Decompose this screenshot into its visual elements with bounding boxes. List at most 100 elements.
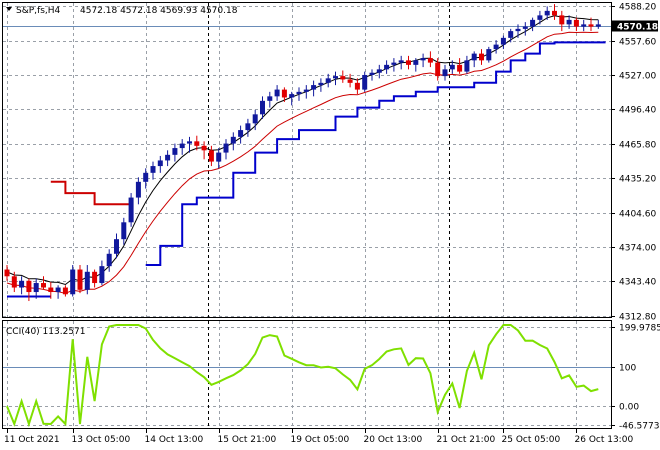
candle-body	[508, 31, 514, 38]
cci-series	[6, 324, 599, 428]
candle-body	[435, 62, 441, 77]
candle-body	[143, 172, 149, 182]
candle-body	[41, 283, 46, 288]
candle-body	[479, 53, 484, 61]
price-tick-label: 4527.00	[619, 72, 656, 82]
candle-body	[114, 239, 119, 254]
candle-body	[340, 76, 346, 80]
candle-body	[493, 44, 499, 50]
candle-body	[230, 136, 236, 144]
candle-body	[274, 89, 280, 97]
candle-body	[552, 10, 557, 16]
price-tick-label: 4557.60	[619, 38, 656, 48]
candle-body	[77, 269, 83, 290]
candle-body	[347, 79, 353, 83]
candle-body	[267, 96, 273, 101]
candle-body	[194, 141, 200, 146]
day-separators	[208, 3, 450, 428]
candle-body	[48, 287, 54, 293]
cci-tick-label: 199.9785	[619, 324, 660, 334]
time-tick-label: 14 Oct 13:00	[145, 435, 204, 445]
ohlc-values: 4572.18 4572.18 4569.93 4570.18	[80, 6, 238, 16]
candle-body	[289, 94, 295, 98]
collapse-triangle-icon[interactable]	[6, 7, 12, 11]
candle-body	[325, 78, 331, 83]
cci-grid	[3, 321, 611, 428]
time-tick-label: 13 Oct 05:00	[72, 435, 131, 445]
upper-envelope-line	[6, 15, 599, 286]
candle-body	[150, 166, 156, 173]
time-axis: 11 Oct 2021 13 Oct 05:00 14 Oct 13:00 15 Oc…	[4, 429, 633, 445]
candle-body	[500, 37, 506, 45]
cci-tick-label: 0.00	[619, 403, 639, 413]
time-tick-label: 20 Oct 13:00	[364, 435, 423, 445]
candle-body	[457, 64, 463, 72]
candle-body	[573, 19, 579, 27]
candle-body	[165, 154, 171, 161]
candle-body	[70, 269, 76, 295]
price-grid	[3, 3, 611, 317]
time-tick-label: 26 Oct 13:00	[575, 435, 634, 445]
candle-body	[522, 26, 528, 29]
candle-body	[4, 269, 10, 277]
price-tick-label: 4374.00	[619, 244, 656, 254]
candle-body	[99, 266, 105, 284]
candle-body	[252, 114, 258, 124]
candle-body	[449, 64, 455, 70]
lower-envelope-line	[6, 31, 599, 294]
candle-body	[260, 100, 265, 115]
candle-body	[464, 60, 470, 72]
time-tick-label: 15 Oct 21:00	[218, 435, 277, 445]
candle-body	[311, 85, 317, 90]
cci-axis: 199.9785 100 0.00 -46.5773	[611, 324, 660, 432]
candle-body	[106, 253, 112, 267]
candle-body	[362, 74, 368, 90]
candle-body	[238, 130, 244, 137]
candle-body	[84, 271, 90, 290]
candle-body	[26, 280, 32, 293]
price-tick-label: 4465.80	[619, 141, 656, 151]
candle-body	[11, 276, 17, 288]
candle-body	[398, 60, 404, 63]
candle-body	[544, 10, 550, 16]
candle-body	[121, 222, 127, 240]
candle-body	[208, 150, 214, 162]
cci-tick-label: 100	[619, 364, 636, 374]
time-tick-label: 19 Oct 05:00	[291, 435, 350, 445]
candle-body	[19, 280, 25, 288]
candle-body	[384, 64, 390, 70]
price-tick-label: 4343.40	[619, 278, 656, 288]
candle-body	[157, 160, 163, 167]
price-tick-label: 4312.80	[619, 313, 656, 323]
candle-body	[172, 148, 178, 155]
candle-body	[135, 181, 141, 198]
candle-body	[303, 89, 309, 92]
candle-body	[55, 287, 61, 293]
candle-body	[406, 60, 411, 65]
time-tick-label: 25 Oct 05:00	[502, 435, 561, 445]
price-pane[interactable]	[2, 2, 612, 318]
candle-body	[420, 58, 426, 61]
candle-body	[486, 49, 492, 61]
price-tick-label: 4435.20	[619, 175, 656, 185]
cci-pane[interactable]	[2, 320, 612, 429]
price-axis: 4588.20 4557.60 4527.00 4496.40 4465.80 4435.…	[611, 3, 656, 323]
candle-body	[595, 24, 601, 27]
time-tick-label: 11 Oct 2021	[4, 435, 60, 445]
candle-body	[442, 69, 448, 77]
candle-body	[471, 53, 477, 61]
candle-body	[581, 24, 587, 27]
symbol-label: S&P,fs,H4	[16, 6, 61, 16]
candle-body	[515, 28, 521, 32]
candle-body	[33, 283, 39, 293]
time-tick-label: 21 Oct 21:00	[437, 435, 496, 445]
up-trail-stop-line	[145, 41, 606, 266]
trailing-stop-lines	[7, 41, 606, 298]
price-tick-label: 4588.20	[619, 3, 656, 13]
candle-body	[216, 152, 222, 162]
candle-body	[354, 82, 360, 90]
candle-body	[62, 287, 68, 295]
candle-body	[333, 76, 338, 79]
current-price-tag	[612, 20, 658, 32]
